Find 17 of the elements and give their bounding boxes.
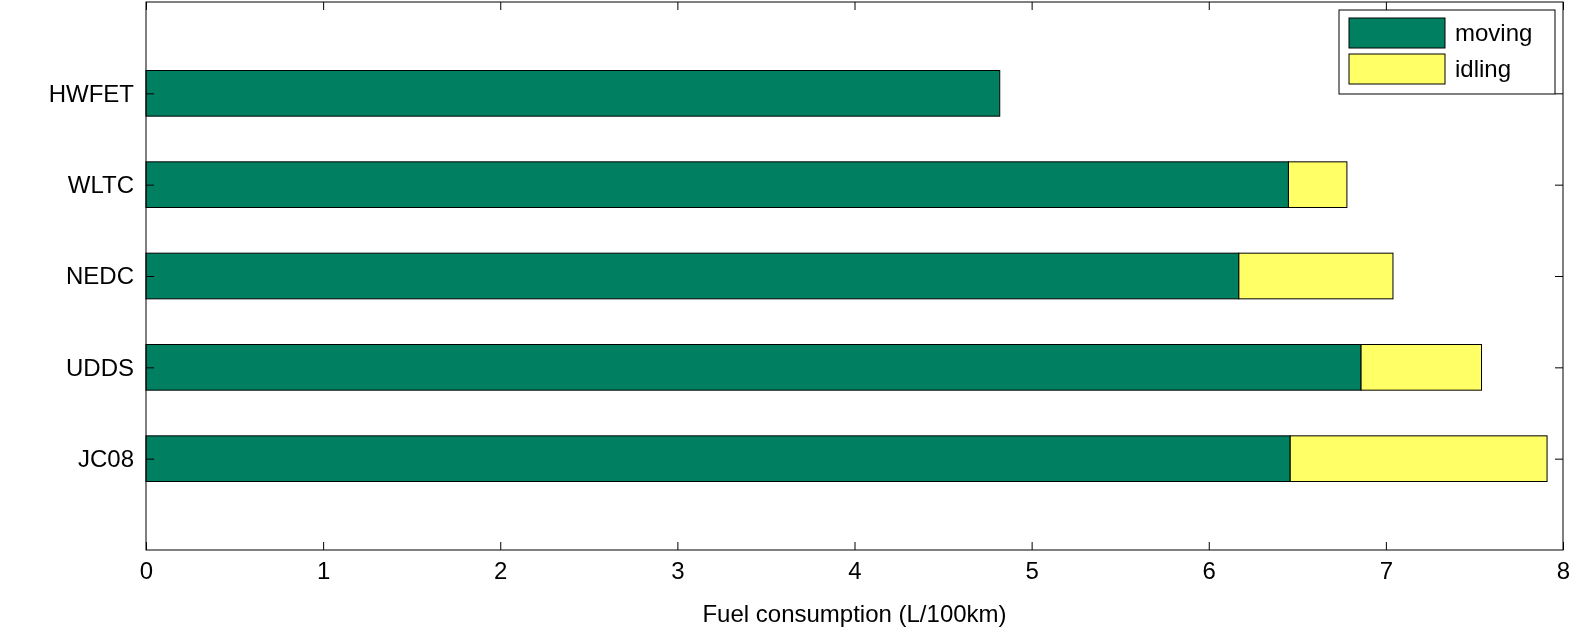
y-tick-label: NEDC: [65, 262, 134, 290]
x-tick-label: 0: [139, 557, 154, 585]
x-tick-label: 8: [1556, 557, 1571, 585]
x-axis-title: Fuel consumption (L/100km): [702, 600, 1007, 627]
x-tick-label: 6: [1202, 557, 1216, 585]
x-tick-label: 5: [1025, 557, 1039, 585]
legend-label: idling: [1455, 55, 1512, 82]
y-tick-label: JC08: [77, 444, 134, 472]
y-tick-label: UDDS: [65, 353, 134, 381]
x-tick-label: 1: [316, 557, 331, 585]
y-tick-label: HWFET: [48, 79, 135, 107]
y-tick-label: WLTC: [67, 170, 134, 198]
x-tick-label: 3: [671, 557, 685, 585]
x-tick-label: 2: [494, 557, 508, 585]
x-tick-label: 7: [1379, 557, 1394, 585]
legend-label: moving: [1455, 19, 1533, 46]
x-tick-label: 4: [848, 557, 862, 585]
